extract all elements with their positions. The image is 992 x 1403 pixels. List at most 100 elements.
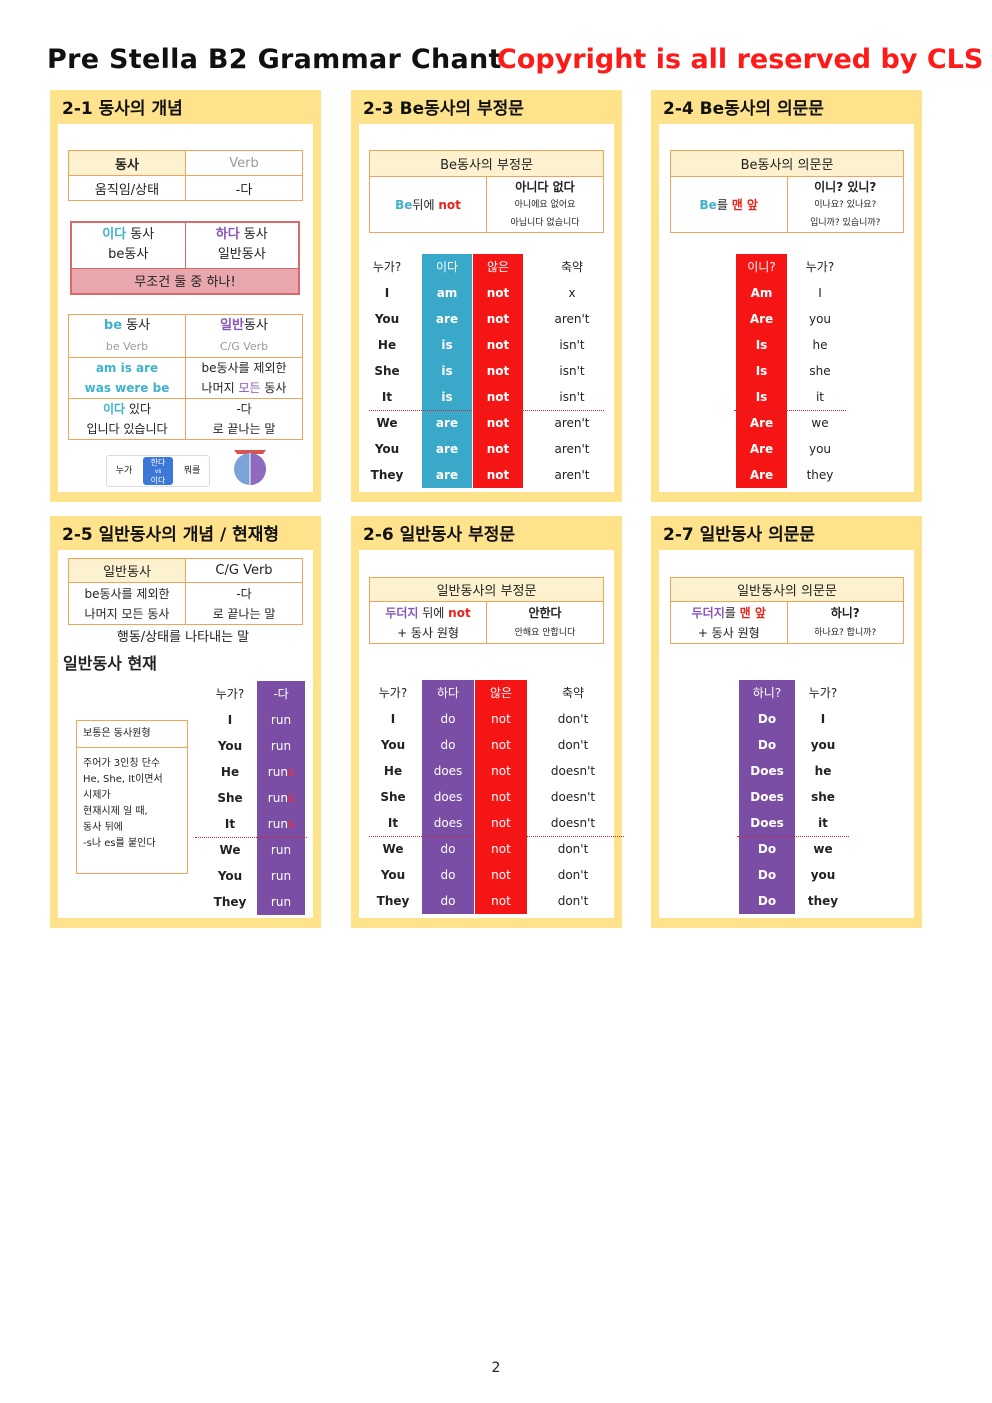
grid-cell: He (220, 765, 240, 779)
grid-cell: They (213, 895, 247, 909)
column-header: 누가? (808, 686, 838, 700)
grid-cell: we (811, 416, 829, 430)
general-question-rule-box: 일반동사의 의문문 두더지를 맨 앞 + 동사 원형 하니? 하나요? 합니까? (670, 577, 904, 644)
column-header: 누가? (372, 260, 402, 274)
grid-cell: Does (739, 758, 795, 784)
verb-base: run (270, 869, 292, 883)
grid-cell: I (818, 286, 822, 300)
grid-cell: Do (739, 862, 795, 888)
group-divider (369, 410, 604, 411)
general-verb-scope: be동사를 제외한 나머지 모든 동사 (185, 357, 303, 399)
grid-cell: She (380, 790, 406, 804)
grid-cell: am (422, 280, 472, 306)
grid-cell: Do (739, 888, 795, 914)
general-verb-present-subtitle: 일반동사 현재 (63, 654, 157, 673)
grid-cell: are (422, 436, 472, 462)
rule-heading: 일반동사의 부정문 (369, 577, 604, 602)
grid-cell: run (257, 837, 305, 863)
verb-circle-icon (234, 450, 266, 485)
grid-cell: not (473, 358, 523, 384)
panel-body: Be동사의 의문문 Be를 맨 앞 이니? 있니? 이나요? 있나요? 입니까?… (659, 124, 914, 492)
be-vs-general-table: be 동사 be Verb 일반동사 C/G Verb am is are was… (68, 314, 303, 440)
page-number: 2 (491, 1360, 501, 1376)
grid-cell: We (219, 843, 241, 857)
column-header: 않은 (475, 680, 527, 706)
grid-cell: it (818, 816, 828, 830)
grid-cell: Am (736, 280, 787, 306)
grid-cell: isn't (559, 338, 585, 352)
column-header: 누가? (378, 686, 408, 700)
rule-heading: Be동사의 의문문 (670, 150, 904, 177)
grid-cell: doesn't (550, 764, 596, 778)
grid-cell: I (384, 286, 390, 300)
grid-cell: Are (736, 306, 787, 332)
grid-cell: run (257, 889, 305, 915)
column-header: 축약 (561, 686, 585, 700)
grid-cell: do (422, 888, 474, 914)
grid-cell: not (475, 862, 527, 888)
rule-left: Be뒤에 not (369, 176, 487, 233)
grid-cell: Is (736, 384, 787, 410)
verb-base: run (270, 713, 292, 727)
grid-cell: It (224, 817, 236, 831)
grid-cell: not (473, 332, 523, 358)
rule-right: 이니? 있니? 이나요? 있나요? 입니까? 있습니까? (786, 176, 904, 233)
grid-cell: isn't (559, 390, 585, 404)
grid-cell: not (475, 758, 527, 784)
grid-cell: Is (736, 358, 787, 384)
grid-cell: do (422, 862, 474, 888)
verb-ending: -다 (185, 175, 303, 201)
group-divider (195, 837, 307, 838)
column-header: -다 (257, 681, 305, 707)
grid-cell: Do (739, 836, 795, 862)
general-verb-meaning: -다 로 끝나는 말 (185, 398, 303, 440)
grid-cell: don't (557, 894, 589, 908)
grid-cell: is (422, 358, 472, 384)
grid-cell: he (814, 764, 832, 778)
panel-body: 동사 Verb 움직임/상태 -다 이다 동사 be동사 하다 동사 일반동사 (58, 124, 313, 492)
grid-cell: You (217, 869, 243, 883)
column-header: 누가? (805, 260, 835, 274)
grid-cell: doesn't (550, 790, 596, 804)
grid-cell: you (810, 738, 836, 752)
grid-cell: are (422, 462, 472, 488)
column-header: 이니? (736, 254, 787, 280)
grid-cell: he (812, 338, 828, 352)
grid-cell: They (376, 894, 410, 908)
grid-cell: don't (557, 842, 589, 856)
grid-cell: We (376, 416, 398, 430)
grid-cell: they (807, 894, 839, 908)
grid-cell: does (422, 784, 474, 810)
grid-cell: not (475, 706, 527, 732)
column-header: 않은 (473, 254, 523, 280)
grid-cell: Does (739, 810, 795, 836)
grid-cell: You (374, 312, 400, 326)
grid-cell: It (387, 816, 399, 830)
general-verb-scope: be동사를 제외한 나머지 모든 동사 (68, 582, 186, 625)
rule-left: Be를 맨 앞 (670, 176, 788, 233)
grid-cell: He (377, 338, 397, 352)
grid-cell: I (227, 713, 233, 727)
grid-cell: it (815, 390, 825, 404)
column-header: 이다 (422, 254, 472, 280)
verb-suffix: s (287, 817, 295, 831)
who-label: 누가 (115, 466, 133, 476)
grid-cell: runs (257, 785, 305, 811)
panel-body: 일반동사 C/G Verb be동사를 제외한 나머지 모든 동사 -다 로 끝나는… (58, 550, 313, 918)
verb-english: Verb (185, 150, 303, 176)
be-verb-forms: am is are was were be (68, 357, 186, 399)
verb-base: run (267, 817, 288, 831)
column-header: 누가? (215, 687, 245, 701)
verb-base: run (270, 895, 292, 909)
group-divider (734, 410, 846, 411)
ida-label: 이다 (102, 227, 127, 243)
grid-cell: aren't (554, 416, 590, 430)
verb-types-table: 이다 동사 be동사 하다 동사 일반동사 무조건 둘 중 하나! (70, 221, 300, 295)
grid-cell: does (422, 758, 474, 784)
rule-left: 두더지 뒤에 not + 동사 원형 (369, 601, 487, 644)
grid-cell: not (475, 810, 527, 836)
grid-cell: You (374, 442, 400, 456)
verb-base: run (267, 791, 288, 805)
grid-cell: not (475, 836, 527, 862)
grid-cell: is (422, 384, 472, 410)
